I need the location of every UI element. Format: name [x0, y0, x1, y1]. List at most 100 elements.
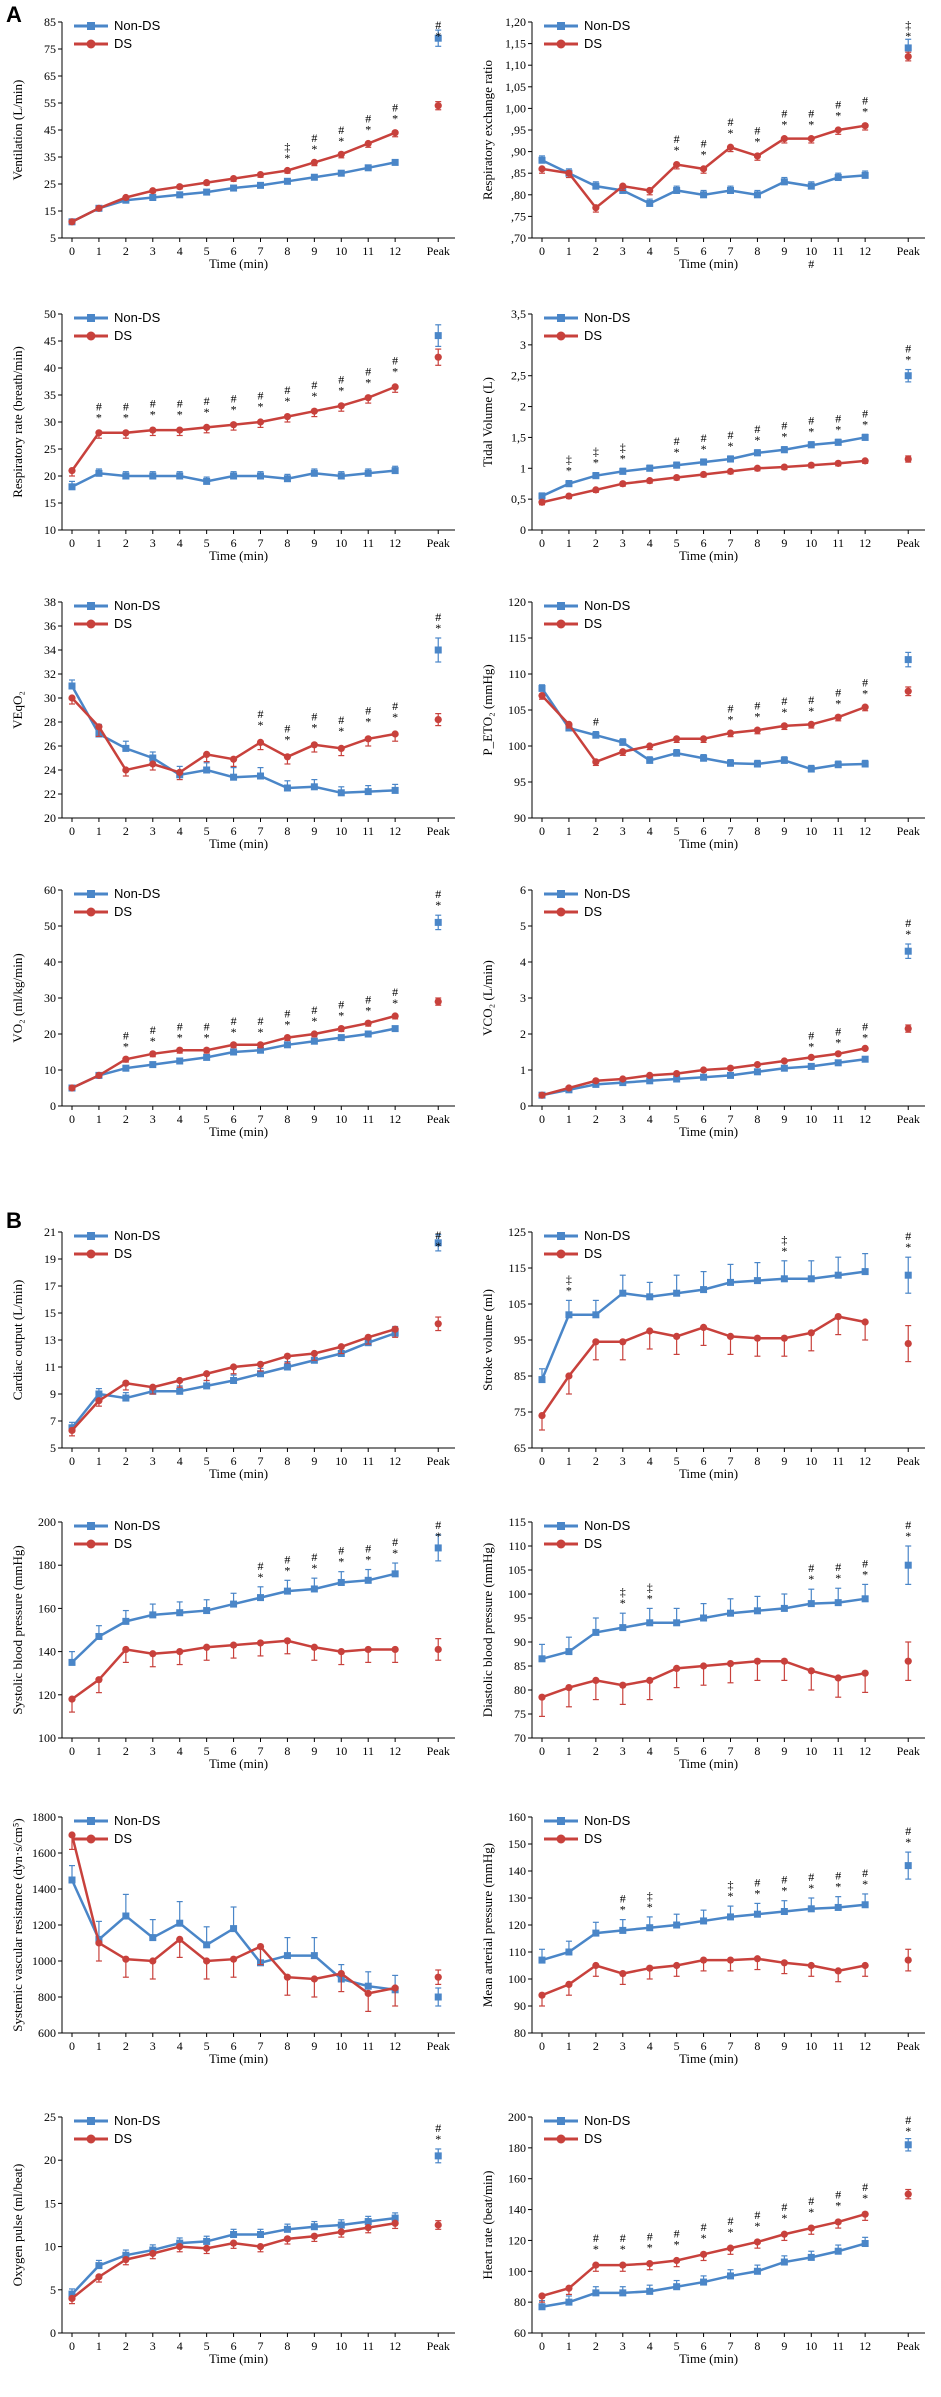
x-tick-label: 8 [754, 244, 760, 258]
significance-marker: # [905, 2113, 911, 2127]
data-point [229, 175, 238, 183]
y-tick-label: 115 [508, 1515, 526, 1529]
data-point [283, 1587, 291, 1595]
y-tick-label: 800 [38, 1990, 56, 2004]
data-point [699, 1323, 708, 1331]
x-tick-label: 11 [832, 2039, 844, 2053]
data-point [68, 218, 76, 226]
data-point [780, 1064, 788, 1072]
data-point [337, 1970, 345, 1978]
peak-point [904, 1956, 912, 1964]
data-point [310, 2223, 318, 2231]
significance-marker: * [620, 1903, 626, 1917]
x-axis-title: Time (min) [209, 548, 268, 563]
x-tick-label: Peak [427, 1454, 450, 1468]
data-point [337, 1034, 345, 1042]
data-point [538, 492, 546, 500]
data-point [256, 2243, 265, 2251]
significance-marker: # [781, 1873, 787, 1887]
data-point [699, 470, 708, 479]
data-point [364, 139, 372, 148]
x-tick-label: 0 [539, 1112, 545, 1126]
significance-marker: * [566, 464, 572, 478]
x-axis-title: Time (min) [679, 2051, 738, 2066]
x-tick-label: 10 [335, 244, 347, 258]
y-tick-label: 24 [44, 763, 56, 777]
series-non-ds [538, 368, 912, 500]
legend-label: Non-DS [114, 886, 161, 901]
significance-marker: # [365, 704, 371, 718]
x-tick-label: 0 [69, 536, 75, 550]
y-tick-label: 85 [514, 1369, 526, 1383]
x-axis-title: Time (min) [679, 2351, 738, 2366]
x-tick-label: 10 [335, 536, 347, 550]
significance-marker: * [284, 733, 290, 747]
y-axis-title: Ventilation (L/min) [10, 80, 25, 181]
x-tick-label: 5 [204, 244, 210, 258]
peak-point [904, 1862, 912, 1870]
data-point [310, 407, 318, 415]
data-point [538, 1376, 546, 1384]
significance-marker: * [284, 151, 290, 165]
y-tick-label: 1 [520, 1063, 526, 1077]
significance-marker: ‡ [647, 1889, 653, 1903]
y-axis-title: Respiratory exchange ratio [480, 60, 495, 200]
data-point [256, 1943, 265, 1951]
y-tick-label: 105 [508, 703, 526, 717]
data-point [391, 1025, 399, 1033]
peak-point [434, 2152, 442, 2160]
significance-marker: # [150, 1023, 156, 1037]
significance-marker: # [338, 998, 344, 1012]
significance-marker: * [435, 29, 441, 43]
x-tick-label: 6 [231, 1112, 237, 1126]
x-axis-title: Time (min) [209, 1124, 268, 1139]
data-point [68, 2294, 76, 2303]
significance-marker: # [754, 2208, 760, 2222]
y-tick-label: 1,10 [505, 58, 526, 72]
significance-marker: * [808, 2205, 814, 2219]
data-point [364, 164, 372, 172]
data-point [310, 469, 318, 477]
y-tick-label: 35 [44, 388, 56, 402]
data-point [780, 178, 788, 186]
x-tick-label: 1 [96, 536, 102, 550]
data-point [673, 749, 681, 757]
data-point [257, 472, 264, 480]
y-tick-label: ,70 [511, 231, 526, 245]
series-ds [68, 1831, 442, 2012]
data-point [310, 1037, 318, 1045]
data-point [780, 2258, 788, 2266]
significance-marker: # [338, 372, 344, 386]
series-ds [538, 1641, 912, 1717]
legend-label: DS [584, 328, 602, 343]
significance-marker: * [701, 2231, 707, 2245]
x-tick-label: Peak [427, 2339, 450, 2353]
significance-marker: # [781, 106, 787, 120]
x-tick-label: 0 [69, 1744, 75, 1758]
data-point [391, 467, 399, 475]
legend-label: Non-DS [114, 598, 161, 613]
significance-marker: # [808, 414, 814, 428]
data-point [834, 1050, 842, 1058]
data-point [122, 1394, 130, 1402]
series-non-ds [68, 1864, 442, 2007]
data-point [176, 1609, 184, 1617]
significance-marker: * [338, 1009, 344, 1023]
data-point [176, 183, 184, 191]
data-point [257, 181, 264, 189]
data-point [807, 182, 815, 190]
significance-marker: # [835, 2188, 841, 2202]
x-tick-label: 0 [69, 1112, 75, 1126]
y-tick-label: 180 [508, 2141, 526, 2155]
data-point [364, 1982, 372, 1990]
data-point [310, 1975, 318, 1983]
x-tick-label: Peak [897, 2339, 920, 2353]
data-point [565, 169, 573, 177]
x-tick-label: 5 [674, 536, 680, 550]
x-tick-label: 9 [311, 2039, 317, 2053]
data-point [176, 426, 184, 434]
x-tick-label: 6 [701, 2039, 707, 2053]
data-point [176, 1919, 184, 1927]
y-tick-label: 90 [514, 1635, 526, 1649]
significance-marker: # [258, 389, 264, 403]
